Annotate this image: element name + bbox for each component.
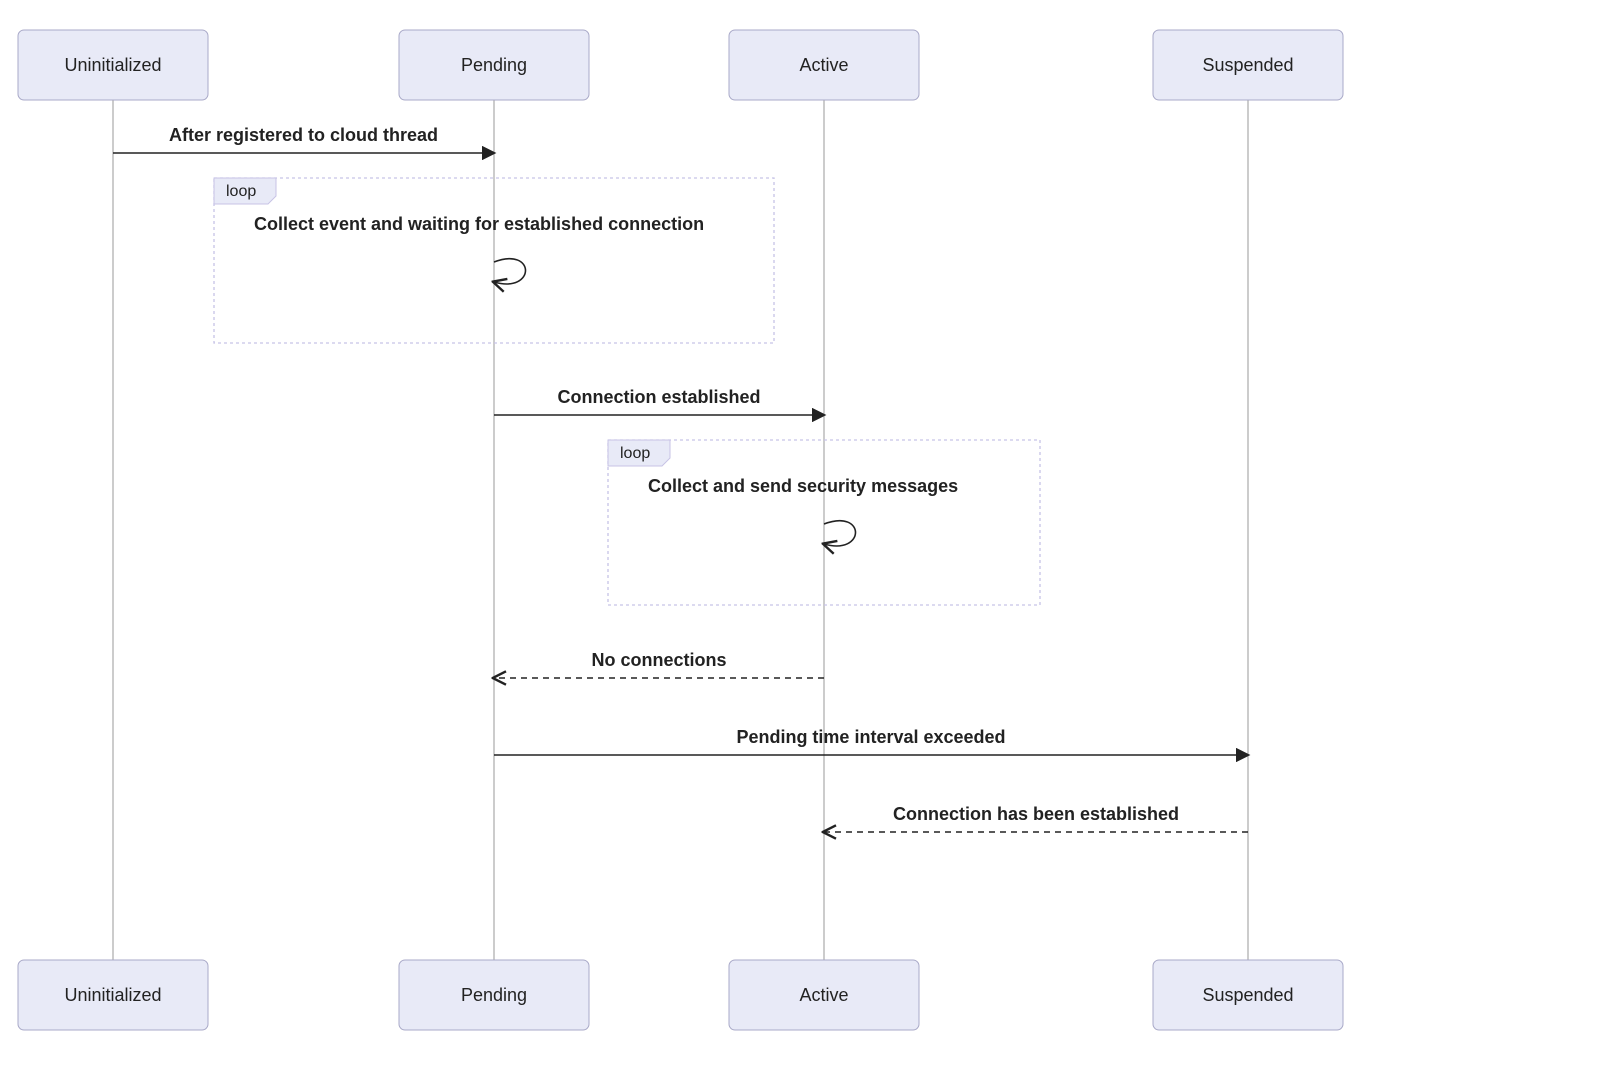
loop1-self-loop: [494, 259, 526, 284]
message-label-m3: No connections: [591, 650, 726, 670]
message-label-m5: Connection has been established: [893, 804, 1179, 824]
actor-label-suspended-bottom: Suspended: [1202, 985, 1293, 1005]
loop2-self-loop: [824, 521, 856, 546]
actor-label-uninitialized-top: Uninitialized: [64, 55, 161, 75]
actor-label-pending-top: Pending: [461, 55, 527, 75]
actor-label-uninitialized-bottom: Uninitialized: [64, 985, 161, 1005]
loop1-title: Collect event and waiting for establishe…: [254, 214, 704, 234]
actor-label-suspended-top: Suspended: [1202, 55, 1293, 75]
sequence-diagram: loop Collect event and waiting for establ…: [0, 0, 1602, 1087]
loop1-tab-label: loop: [226, 183, 256, 200]
actor-label-active-bottom: Active: [799, 985, 848, 1005]
message-label-m2: Connection established: [557, 387, 760, 407]
actor-label-active-top: Active: [799, 55, 848, 75]
loop2-title: Collect and send security messages: [648, 476, 958, 496]
actor-label-pending-bottom: Pending: [461, 985, 527, 1005]
message-label-m1: After registered to cloud thread: [169, 125, 438, 145]
loop2-tab-label: loop: [620, 445, 650, 462]
message-label-m4: Pending time interval exceeded: [736, 727, 1005, 747]
